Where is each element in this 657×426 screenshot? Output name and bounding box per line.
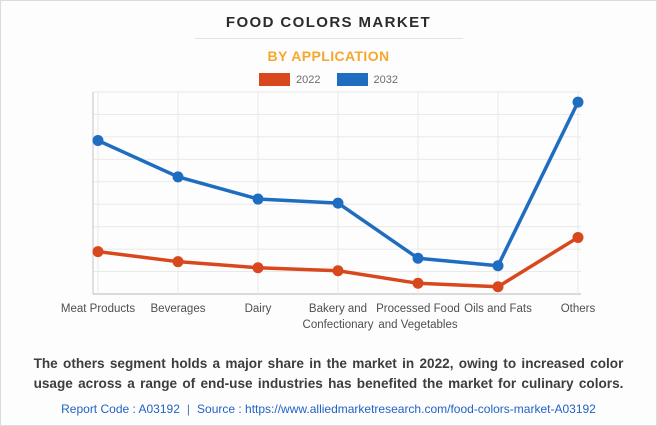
source-link[interactable]: Source : https://www.alliedmarketresearc… [197, 402, 596, 416]
x-axis-label: Beverages [151, 303, 206, 315]
x-axis-label: Bakery and [309, 303, 367, 315]
data-point-2022-2 [252, 262, 264, 274]
data-point-2032-6 [572, 96, 584, 108]
legend-swatch-2022-icon [259, 73, 291, 86]
x-axis-label: Meat Products [61, 303, 135, 315]
legend-item-2032[interactable]: 2032 [336, 73, 398, 86]
title-divider [194, 38, 463, 39]
data-point-2022-1 [172, 256, 184, 268]
footer-line: Report Code : A03192 | Source : https://ww… [1, 402, 656, 416]
x-axis-label: Processed Food [376, 303, 460, 315]
footer-separator: | [186, 402, 191, 416]
x-axis-label: Others [561, 303, 596, 315]
data-point-2022-5 [492, 281, 504, 293]
chart-legend: 2022 2032 [1, 73, 656, 86]
data-point-2032-3 [332, 197, 344, 209]
data-point-2022-4 [412, 277, 424, 289]
line-chart: Meat Products Beverages Dairy Bakery and Con… [61, 91, 596, 331]
data-point-2032-5 [492, 260, 504, 272]
data-point-2032-2 [252, 193, 264, 205]
data-point-2022-6 [572, 231, 584, 243]
report-code: Report Code : A03192 [61, 402, 180, 416]
x-axis-label: Oils and Fats [464, 303, 532, 315]
legend-label: 2032 [373, 73, 398, 86]
data-point-2032-1 [172, 171, 184, 183]
data-point-2022-3 [332, 265, 344, 277]
page-title: FOOD COLORS MARKET [225, 14, 432, 31]
data-point-2022-0 [92, 246, 104, 258]
chart-subtitle: BY APPLICATION [267, 48, 390, 64]
data-point-2032-4 [412, 252, 424, 264]
legend-item-2022[interactable]: 2022 [259, 73, 321, 86]
legend-label: 2022 [296, 73, 321, 86]
data-point-2032-0 [92, 134, 104, 146]
chart-description: The others segment holds a major share i… [33, 356, 624, 391]
legend-swatch-2032-icon [336, 73, 368, 86]
x-axis-label: Confectionary [303, 319, 374, 331]
x-axis-label: and Vegetables [378, 319, 458, 331]
x-axis-label: Dairy [245, 303, 272, 315]
